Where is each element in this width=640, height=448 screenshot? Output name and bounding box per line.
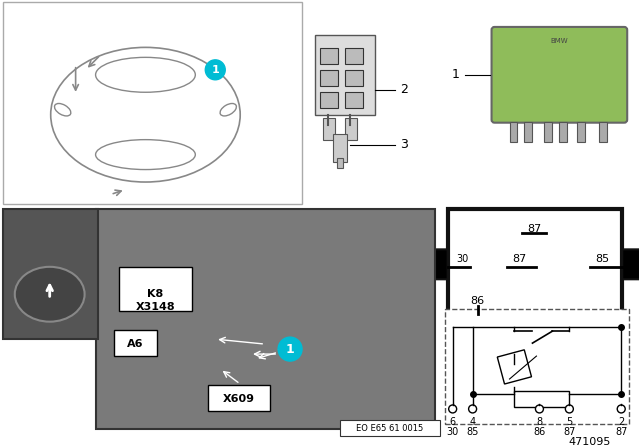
Bar xyxy=(599,122,607,142)
Text: 86: 86 xyxy=(533,427,545,437)
Bar xyxy=(3,2,302,204)
Text: 6: 6 xyxy=(449,417,456,427)
Bar xyxy=(497,350,531,384)
Text: X609: X609 xyxy=(223,394,255,404)
Text: 5: 5 xyxy=(566,417,573,427)
Bar xyxy=(345,118,357,140)
Bar xyxy=(515,391,570,407)
Bar xyxy=(320,92,338,108)
Bar xyxy=(524,122,532,142)
Text: 1: 1 xyxy=(285,343,294,356)
Circle shape xyxy=(278,337,302,361)
Text: A6: A6 xyxy=(127,339,144,349)
FancyBboxPatch shape xyxy=(118,267,193,311)
FancyBboxPatch shape xyxy=(113,330,157,356)
Text: 2: 2 xyxy=(618,417,625,427)
Text: 4: 4 xyxy=(470,417,476,427)
Text: EO E65 61 0015: EO E65 61 0015 xyxy=(356,424,424,433)
Bar xyxy=(315,35,375,115)
Text: 8: 8 xyxy=(536,417,543,427)
Text: 85: 85 xyxy=(467,427,479,437)
Text: X3148: X3148 xyxy=(136,302,175,312)
Bar xyxy=(559,122,568,142)
Text: 3: 3 xyxy=(400,138,408,151)
Text: 87: 87 xyxy=(563,427,575,437)
Bar xyxy=(340,420,440,436)
Bar xyxy=(320,48,338,64)
Text: 30: 30 xyxy=(456,254,468,264)
Bar xyxy=(445,309,629,424)
Bar xyxy=(337,158,343,168)
Circle shape xyxy=(617,405,625,413)
Circle shape xyxy=(468,405,477,413)
Polygon shape xyxy=(418,250,447,279)
Bar xyxy=(509,122,518,142)
Bar xyxy=(345,70,363,86)
Ellipse shape xyxy=(54,103,71,116)
Text: 471095: 471095 xyxy=(568,437,611,447)
Text: K8: K8 xyxy=(147,289,164,299)
Text: 1: 1 xyxy=(211,65,219,75)
FancyBboxPatch shape xyxy=(492,27,627,123)
Circle shape xyxy=(536,405,543,413)
Circle shape xyxy=(449,405,457,413)
Ellipse shape xyxy=(95,140,195,169)
Bar xyxy=(320,70,338,86)
Text: 2: 2 xyxy=(400,83,408,96)
Circle shape xyxy=(565,405,573,413)
Ellipse shape xyxy=(220,103,236,116)
Bar xyxy=(447,210,622,319)
Ellipse shape xyxy=(51,47,240,182)
Bar xyxy=(323,118,335,140)
Ellipse shape xyxy=(15,267,84,322)
Bar xyxy=(545,122,552,142)
Text: 87: 87 xyxy=(527,224,541,234)
Text: 1: 1 xyxy=(452,68,460,81)
FancyBboxPatch shape xyxy=(208,385,270,411)
Text: BMW: BMW xyxy=(550,38,568,44)
Circle shape xyxy=(205,60,225,80)
Text: 86: 86 xyxy=(470,296,484,306)
Bar xyxy=(577,122,586,142)
Text: 85: 85 xyxy=(595,254,609,264)
Bar xyxy=(345,92,363,108)
Bar xyxy=(333,134,347,162)
Ellipse shape xyxy=(95,57,195,92)
Text: 87: 87 xyxy=(513,254,527,264)
Bar xyxy=(3,210,97,339)
Polygon shape xyxy=(622,250,640,279)
Bar xyxy=(95,210,435,429)
Text: 87: 87 xyxy=(615,427,627,437)
Bar xyxy=(345,48,363,64)
Text: 30: 30 xyxy=(447,427,459,437)
